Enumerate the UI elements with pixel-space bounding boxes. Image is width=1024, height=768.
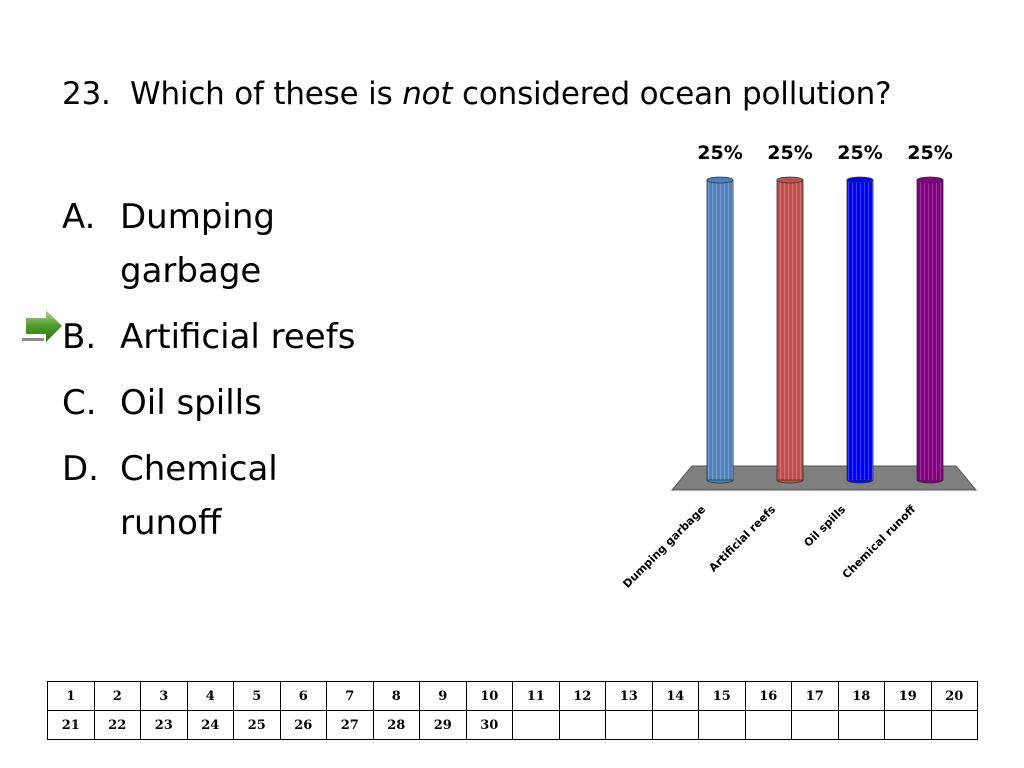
grid-cell[interactable]: 24 (186, 710, 234, 740)
grid-cell[interactable]: 19 (884, 681, 932, 711)
chart-bar (706, 176, 734, 484)
grid-cell[interactable]: 2 (93, 681, 141, 711)
grid-cell[interactable]: 15 (698, 681, 746, 711)
answer-text: Artificial reefs (120, 317, 356, 357)
answer-letter: A. (62, 197, 96, 237)
answer-letter: C. (62, 383, 97, 423)
chart-category-label: Dumping garbage (620, 503, 708, 591)
question-number: 23. (62, 76, 111, 112)
grid-cell (884, 710, 932, 740)
question-text-before: Which of these is (130, 76, 403, 112)
grid-cell[interactable]: 1 (47, 681, 95, 711)
question-text-emphasis: not (402, 76, 453, 112)
grid-cell[interactable]: 27 (326, 710, 374, 740)
grid-cell[interactable]: 23 (140, 710, 188, 740)
grid-cell (698, 710, 746, 740)
grid-cell (744, 710, 792, 740)
grid-cell[interactable]: 4 (186, 681, 234, 711)
grid-cell[interactable]: 11 (512, 681, 560, 711)
grid-row: 1 2 3 4 5 6 7 8 9 10 11 12 13 14 15 16 17 18 19 20 (47, 681, 978, 711)
grid-cell[interactable]: 22 (93, 710, 141, 740)
answer-option-a[interactable]: A. Dumping garbage (62, 190, 360, 298)
chart-value-label: 25% (837, 142, 882, 164)
answer-letter: D. (62, 449, 99, 489)
grid-cell[interactable]: 20 (930, 681, 978, 711)
answer-option-d[interactable]: D. Chemical runoff (62, 442, 360, 550)
chart-bar (846, 176, 874, 484)
answer-text: Dumping garbage (120, 197, 276, 291)
question-text-after: considered ocean pollution? (452, 76, 892, 112)
grid-cell (605, 710, 653, 740)
answer-text: Chemical runoff (120, 449, 278, 543)
grid-cell[interactable]: 17 (791, 681, 839, 711)
grid-cell[interactable]: 14 (651, 681, 699, 711)
grid-cell[interactable]: 13 (605, 681, 653, 711)
grid-cell[interactable]: 29 (419, 710, 467, 740)
grid-cell[interactable]: 18 (837, 681, 885, 711)
chart-value-label: 25% (907, 142, 952, 164)
answer-text: Oil spills (120, 383, 262, 423)
chart-value-label: 25% (697, 142, 742, 164)
grid-cell (558, 710, 606, 740)
grid-cell[interactable]: 7 (326, 681, 374, 711)
grid-cell (837, 710, 885, 740)
chart-category-label: Chemical runoff (840, 503, 918, 581)
grid-cell[interactable]: 8 (372, 681, 420, 711)
grid-cell[interactable]: 30 (465, 710, 513, 740)
grid-cell (930, 710, 978, 740)
grid-cell (651, 710, 699, 740)
green-arrow-icon (22, 310, 62, 342)
answer-option-b[interactable]: B. Artificial reefs (62, 310, 360, 364)
answer-list: A. Dumping garbage B. Artificial reefs C. O… (62, 190, 360, 562)
answer-letter: B. (62, 317, 97, 357)
grid-cell (791, 710, 839, 740)
grid-cell[interactable]: 5 (233, 681, 281, 711)
question-title: 23. Which of these is not considered oce… (62, 76, 892, 112)
chart-category-label: Oil spills (801, 503, 848, 550)
grid-cell[interactable]: 6 (279, 681, 327, 711)
grid-cell[interactable]: 28 (372, 710, 420, 740)
grid-cell[interactable]: 21 (47, 710, 95, 740)
chart-bar (916, 176, 944, 484)
grid-cell[interactable]: 3 (140, 681, 188, 711)
grid-cell[interactable]: 16 (744, 681, 792, 711)
grid-cell[interactable]: 25 (233, 710, 281, 740)
chart-category-label: Artificial reefs (707, 503, 779, 575)
grid-row: 21 22 23 24 25 26 27 28 29 30 (47, 710, 978, 740)
question-number-grid: 1 2 3 4 5 6 7 8 9 10 11 12 13 14 15 16 17 18 19 20 21 22 23 24 2… (47, 681, 978, 740)
grid-cell[interactable]: 9 (419, 681, 467, 711)
grid-cell[interactable]: 12 (558, 681, 606, 711)
chart-value-label: 25% (767, 142, 812, 164)
grid-cell (512, 710, 560, 740)
grid-cell[interactable]: 10 (465, 681, 513, 711)
grid-cell[interactable]: 26 (279, 710, 327, 740)
chart-bar (776, 176, 804, 484)
answer-option-c[interactable]: C. Oil spills (62, 376, 360, 430)
